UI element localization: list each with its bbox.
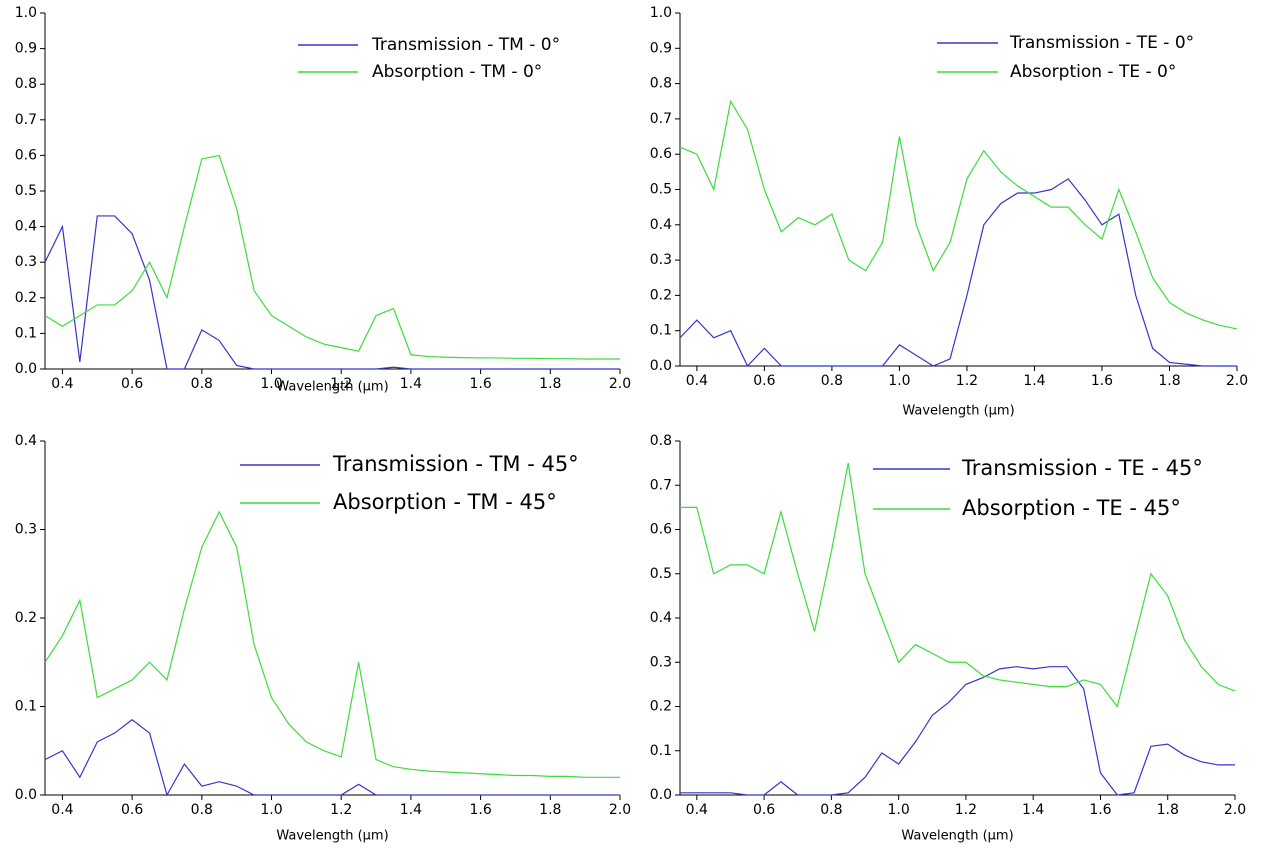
y-tick-label: 0.4: [650, 217, 672, 233]
y-tick-label: 0.7: [650, 477, 672, 493]
data-line: [44, 215, 620, 370]
x-tick-label: 1.0: [260, 802, 282, 818]
y-tick-label: 0.8: [650, 76, 672, 92]
x-tick-label: 1.8: [1158, 373, 1180, 389]
y-tick-label: 0.6: [650, 522, 672, 538]
data-line: [679, 99, 1238, 330]
x-tick-label: 1.0: [260, 376, 282, 392]
y-tick-label: 0.3: [15, 522, 37, 538]
data-line: [679, 178, 1237, 368]
x-tick-label: 0.8: [820, 802, 842, 818]
y-tick-label: 0.3: [650, 252, 672, 268]
y-tick-label: 0.0: [15, 361, 37, 377]
legend-label: Absorption - TE - 0°: [1010, 62, 1176, 82]
y-tick-label: 0.5: [650, 566, 672, 582]
y-tick-label: 0.3: [650, 654, 672, 670]
y-tick-label: 0.2: [650, 287, 672, 303]
x-tick-label: 1.6: [1091, 373, 1113, 389]
x-tick-label: 0.4: [686, 802, 708, 818]
x-axis-label: Wavelength (μm): [276, 829, 388, 844]
y-tick-label: 0.7: [650, 111, 672, 127]
legend-label: Transmission - TE - 0°: [1009, 33, 1194, 53]
data-line: [680, 666, 1235, 796]
y-tick-label: 0.5: [650, 182, 672, 198]
y-tick-label: 0.0: [15, 787, 37, 803]
x-tick-label: 0.8: [191, 376, 213, 392]
x-tick-label: 1.6: [469, 376, 491, 392]
x-tick-label: 0.6: [753, 373, 775, 389]
y-tick-label: 0.1: [650, 743, 672, 759]
y-tick-label: 1.0: [15, 5, 37, 21]
y-tick-label: 0.1: [650, 323, 672, 339]
x-tick-label: 2.0: [1226, 373, 1248, 389]
x-tick-label: 1.0: [888, 802, 910, 818]
y-tick-label: 0.0: [650, 358, 672, 374]
x-axis-label: Wavelength (μm): [902, 404, 1014, 419]
x-axis-label: Wavelength (μm): [901, 829, 1013, 844]
data-line: [680, 463, 1236, 708]
y-tick-label: 0.6: [15, 147, 37, 163]
x-tick-label: 1.4: [1023, 373, 1045, 389]
y-tick-label: 0.8: [15, 76, 37, 92]
y-tick-label: 0.9: [650, 40, 672, 56]
x-tick-label: 1.8: [539, 376, 561, 392]
y-tick-label: 0.1: [15, 699, 37, 715]
x-tick-label: 1.6: [1089, 802, 1111, 818]
x-tick-label: 0.6: [753, 802, 775, 818]
x-tick-label: 0.4: [51, 802, 73, 818]
x-tick-label: 1.4: [400, 376, 422, 392]
y-tick-label: 0.3: [15, 254, 37, 270]
data-line: [44, 719, 620, 797]
x-axis-label: Wavelength (μm): [276, 380, 388, 395]
data-line: [44, 154, 620, 360]
y-tick-label: 0.2: [650, 699, 672, 715]
x-tick-label: 1.2: [330, 802, 352, 818]
x-tick-label: 1.2: [956, 373, 978, 389]
x-tick-label: 2.0: [609, 802, 631, 818]
x-tick-label: 0.4: [686, 373, 708, 389]
x-tick-label: 1.4: [400, 802, 422, 818]
x-tick-label: 1.8: [1157, 802, 1179, 818]
y-tick-label: 0.8: [650, 433, 672, 449]
legend-label: Transmission - TM - 45°: [332, 452, 579, 476]
y-tick-label: 1.0: [650, 5, 672, 21]
x-tick-label: 2.0: [1224, 802, 1246, 818]
x-tick-label: 1.4: [1022, 802, 1044, 818]
legend-label: Absorption - TM - 45°: [333, 490, 557, 514]
y-tick-label: 0.6: [650, 146, 672, 162]
x-tick-label: 0.4: [51, 376, 73, 392]
x-tick-label: 1.8: [539, 802, 561, 818]
y-tick-label: 0.4: [650, 610, 672, 626]
y-tick-label: 0.4: [15, 433, 37, 449]
x-tick-label: 2.0: [609, 376, 631, 392]
y-tick-label: 0.4: [15, 219, 37, 235]
x-tick-label: 1.2: [330, 376, 352, 392]
x-tick-label: 0.8: [191, 802, 213, 818]
y-tick-label: 0.9: [15, 41, 37, 57]
x-tick-label: 0.8: [821, 373, 843, 389]
legend-label: Transmission - TM - 0°: [371, 35, 560, 55]
data-line: [44, 510, 620, 778]
y-tick-label: 0.2: [15, 290, 37, 306]
y-tick-label: 0.2: [15, 610, 37, 626]
y-tick-label: 0.7: [15, 112, 37, 128]
x-tick-label: 1.6: [469, 802, 491, 818]
y-tick-label: 0.5: [15, 183, 37, 199]
x-tick-label: 1.2: [955, 802, 977, 818]
legend-label: Absorption - TM - 0°: [372, 62, 542, 82]
y-tick-label: 0.1: [15, 325, 37, 341]
y-tick-label: 0.0: [650, 787, 672, 803]
x-tick-label: 1.0: [888, 373, 910, 389]
x-tick-label: 0.6: [121, 802, 143, 818]
legend-label: Transmission - TE - 45°: [961, 456, 1203, 480]
x-tick-label: 0.6: [121, 376, 143, 392]
legend-label: Absorption - TE - 45°: [962, 496, 1181, 520]
